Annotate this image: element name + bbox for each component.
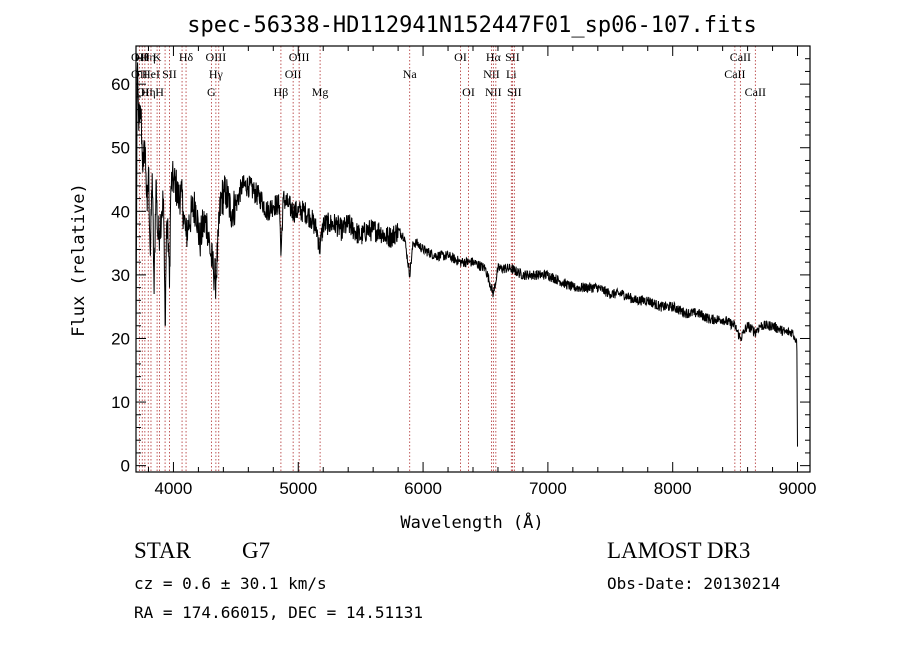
marker-label-1-top: Hθ	[135, 50, 150, 64]
marker-label-19-top: OI	[454, 50, 467, 64]
marker-label-12-top: OIII	[206, 50, 227, 64]
marker-label-20-bot: OI	[462, 85, 475, 99]
x-tick-label-2: 6000	[404, 479, 442, 498]
marker-label-21-mid: NII	[483, 67, 500, 81]
axis-ticks: 4000 5000 6000 7000 8000 9000 0 10 20 30 40 50 60	[111, 46, 816, 498]
object-class: STAR	[134, 538, 191, 563]
marker-label-10-top: Hδ	[179, 50, 194, 64]
survey-name: LAMOST DR3	[607, 538, 751, 563]
x-tick-label-4: 8000	[654, 479, 692, 498]
marker-label-24-mid: Li	[506, 67, 517, 81]
y-tick-label-5: 50	[111, 139, 130, 158]
marker-label-0-mid: OII	[131, 67, 148, 81]
marker-label-28-top: CaII	[730, 50, 751, 64]
x-tick-label-0: 4000	[155, 479, 193, 498]
marker-label-5-top: K	[153, 50, 162, 64]
marker-label-18-mid: Na	[403, 67, 418, 81]
chart-title: spec-56338-HD112941N152447F01_sp06-107.f…	[187, 13, 757, 38]
marker-label-8-mid: SII	[162, 67, 177, 81]
y-tick-label-2: 20	[111, 329, 130, 348]
spectrum-chart: spec-56338-HD112941N152447F01_sp06-107.f…	[69, 13, 816, 533]
spectrum-line	[135, 62, 798, 447]
y-tick-label-3: 30	[111, 266, 130, 285]
marker-label-29-bot: CaII	[745, 85, 766, 99]
marker-label-3-top: Hη	[141, 50, 156, 64]
marker-label-11-bot: G	[207, 85, 216, 99]
marker-label-17-bot: Mg	[312, 85, 329, 99]
spectral-line-markers: OIIOIIHθOIIHηHηHeIKHSIIHδGOIIIHγHβOIIOII…	[131, 46, 766, 472]
marker-label-27-mid: CaII	[724, 67, 745, 81]
marker-label-3-bot: Hη	[141, 85, 156, 99]
marker-label-14-bot: Hβ	[274, 85, 289, 99]
marker-label-0-top: OII	[131, 50, 148, 64]
observation-date: Obs-Date: 20130214	[607, 574, 781, 593]
marker-label-6-bot: H	[155, 85, 164, 99]
marker-label-12-mid: Hγ	[209, 67, 224, 81]
marker-label-15-mid: OII	[285, 67, 302, 81]
marker-label-25-top: SII	[505, 50, 520, 64]
x-axis-label: Wavelength (Å)	[400, 511, 543, 533]
y-tick-label-6: 60	[111, 75, 130, 94]
redshift-velocity: cz = 0.6 ± 30.1 km/s	[134, 574, 327, 593]
marker-label-26-bot: SII	[507, 85, 522, 99]
object-subclass: G7	[242, 538, 271, 563]
x-tick-label-1: 5000	[279, 479, 317, 498]
y-tick-label-0: 0	[121, 457, 130, 476]
sky-coordinates: RA = 174.66015, DEC = 14.51131	[134, 603, 423, 622]
y-axis-label: Flux (relative)	[69, 183, 89, 337]
marker-label-16-top: OIII	[289, 50, 310, 64]
x-tick-label-5: 9000	[779, 479, 817, 498]
marker-label-22-top: Hα	[486, 50, 502, 64]
marker-label-4-mid: HeI	[142, 67, 160, 81]
y-tick-label-4: 40	[111, 202, 130, 221]
marker-label-22-bot: NII	[485, 85, 502, 99]
marker-label-2-bot: OII	[137, 85, 154, 99]
y-tick-label-1: 10	[111, 393, 130, 412]
x-tick-label-3: 7000	[529, 479, 567, 498]
